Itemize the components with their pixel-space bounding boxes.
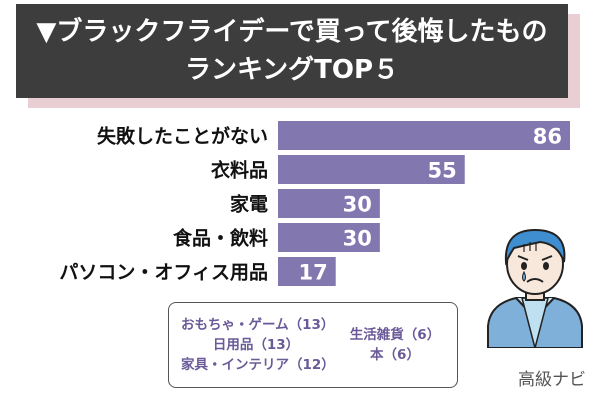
- other-item: 本（6）: [370, 347, 420, 363]
- category-label-1: 衣料品: [211, 159, 268, 182]
- value-label-3: 30: [343, 227, 372, 251]
- bar-0: [278, 121, 570, 150]
- other-item: おもちゃ・ゲーム（13）: [181, 317, 335, 333]
- other-items-left: おもちゃ・ゲーム（13） 日用品（13） 家具・インテリア（12）: [181, 303, 335, 387]
- value-label-0: 86: [533, 125, 562, 149]
- title-line-2: ランキングTOP５: [184, 55, 400, 85]
- bar-2: [278, 189, 380, 218]
- category-label-0: 失敗したことがない: [97, 125, 268, 148]
- worried-man-icon: [487, 228, 583, 348]
- bar-3: [278, 223, 380, 252]
- category-label-3: 食品・飲料: [173, 227, 268, 250]
- other-item: 日用品（13）: [212, 337, 300, 353]
- bar-chart: 失敗したことがない 86 衣料品 55 家電 30 食品・飲料 30 パソコン・オフィス用品 17: [59, 121, 570, 286]
- title-box: ▼ブラックフライデーで買って後悔したもの ランキングTOP５: [16, 4, 568, 98]
- other-items-right: 生活雑貨（6） 本（6）: [341, 303, 449, 387]
- title-line-1: ▼ブラックフライデーで買って後悔したもの: [36, 17, 548, 47]
- bar-1: [278, 155, 465, 184]
- other-items-box: おもちゃ・ゲーム（13） 日用品（13） 家具・インテリア（12） 生活雑貨（6…: [168, 302, 458, 388]
- other-item: 家具・インテリア（12）: [181, 357, 335, 373]
- value-label-1: 55: [428, 159, 457, 183]
- value-label-4: 17: [298, 261, 327, 285]
- category-label-2: 家電: [230, 193, 268, 216]
- value-label-2: 30: [343, 193, 372, 217]
- bar-4: [278, 257, 336, 286]
- other-item: 生活雑貨（6）: [349, 327, 441, 343]
- category-label-4: パソコン・オフィス用品: [59, 262, 268, 284]
- brand-logo: 高級ナビ: [518, 370, 586, 390]
